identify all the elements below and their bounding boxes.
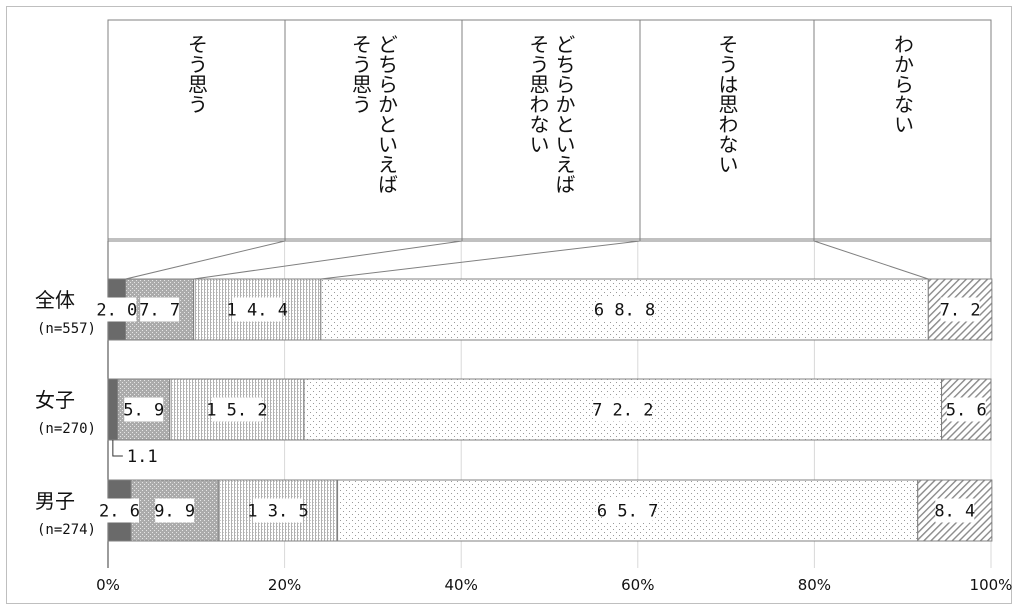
data-label: 1 3. 5	[247, 502, 308, 522]
data-label: 7. 7	[139, 301, 180, 321]
legend-label: そうは思わない	[715, 34, 739, 174]
data-label: 2. 0	[96, 301, 137, 321]
data-label-bg	[97, 297, 137, 322]
row-n-label: (n=270)	[37, 421, 96, 437]
data-label: 5. 6	[946, 401, 987, 421]
data-label-bg	[599, 297, 650, 322]
bar-segment	[193, 278, 322, 341]
x-tick-label: 60%	[621, 576, 654, 594]
data-label-bg	[140, 297, 180, 322]
row-n-label: (n=274)	[37, 522, 96, 538]
legend-label: そう思う	[349, 34, 373, 114]
callout-line	[112, 440, 123, 457]
data-label-bg	[935, 498, 975, 523]
data-label-bg	[211, 397, 262, 422]
bar-segment	[125, 278, 195, 341]
data-label: 1 4. 4	[227, 301, 288, 321]
leader-line	[193, 240, 463, 280]
bar-segment	[107, 378, 119, 441]
bars	[107, 278, 993, 542]
data-label: 9. 9	[154, 502, 195, 522]
legend-label: そう思う	[185, 34, 209, 114]
data-label-bg	[597, 397, 648, 422]
data-label-bg	[946, 397, 986, 422]
chart-frame	[6, 6, 1012, 604]
legend-label: どちらかといえば	[552, 34, 576, 194]
leader-line	[125, 240, 286, 280]
data-label: 8. 4	[934, 502, 975, 522]
data-label: 6 8. 8	[594, 301, 655, 321]
data-label-bg	[940, 297, 980, 322]
callout-label: 1.1	[127, 447, 158, 467]
row-label: 男子	[35, 489, 75, 513]
data-label: 2. 6	[99, 502, 140, 522]
leader-line	[813, 240, 929, 280]
data-label: 7. 2	[940, 301, 981, 321]
row-label: 女子	[35, 388, 75, 412]
row-label: 全体	[35, 288, 75, 312]
labels: 2. 0 7. 7 1 4. 4 6 8. 8 7. 2 全体 (n=557) 5. 9 1 5…	[35, 288, 987, 538]
legend-label: そう思わない	[526, 34, 550, 154]
data-label-bg	[232, 297, 283, 322]
legend-label: どちらかといえば	[375, 34, 399, 194]
data-label-bg	[602, 498, 653, 523]
data-label-bg	[99, 498, 139, 523]
x-tick-label: 80%	[798, 576, 831, 594]
x-tick-label: 20%	[268, 576, 301, 594]
data-label: 6 5. 7	[597, 502, 658, 522]
data-label-bg	[155, 498, 195, 523]
data-label: 7 2. 2	[592, 401, 653, 421]
x-tick-label: 40%	[445, 576, 478, 594]
data-label-bg	[124, 397, 164, 422]
data-label: 1 5. 2	[206, 401, 267, 421]
x-tick-label: 0%	[96, 576, 120, 594]
legend-label: わからない	[891, 34, 915, 134]
row-n-label: (n=557)	[37, 321, 96, 337]
data-label: 5. 9	[123, 401, 164, 421]
leader-line	[320, 240, 641, 280]
legend-frame	[107, 19, 992, 242]
x-tick-label: 100%	[970, 576, 1013, 594]
data-label-bg	[252, 498, 303, 523]
